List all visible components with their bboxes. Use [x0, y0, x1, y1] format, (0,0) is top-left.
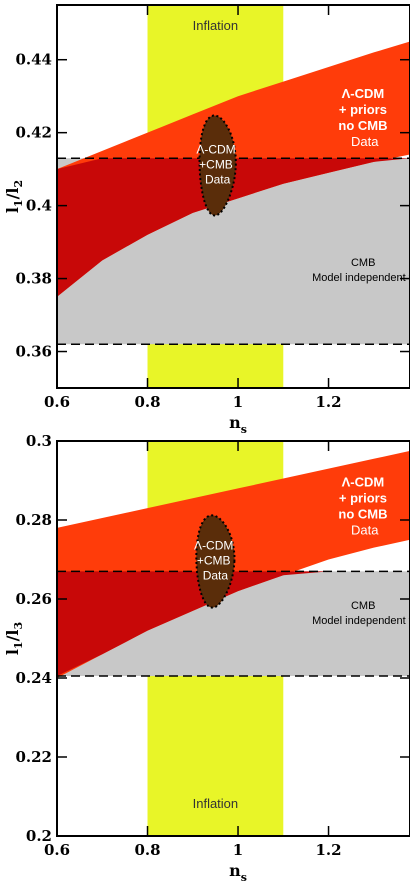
- x-tick-label: 1.2: [315, 393, 341, 411]
- x-axis-title: ns: [229, 413, 247, 436]
- combined-label-line-3: Data: [203, 568, 229, 582]
- lcdm-label-line-1: Λ-CDM: [342, 474, 385, 489]
- cmb-label-line-2: Model independent fit: [312, 615, 410, 627]
- x-axis-title-sub: s: [241, 871, 247, 884]
- x-tick-label: 1: [233, 393, 243, 411]
- plot-frame: [56, 440, 410, 837]
- y-tick-label: 0.3: [26, 432, 52, 450]
- combined-label: Λ-CDM +CMB Data: [194, 538, 237, 582]
- lcdm-label-line-2: + priors: [339, 102, 387, 117]
- y-tick-label: 0.44: [15, 51, 52, 69]
- combined-label-line-2: +CMB: [197, 553, 231, 567]
- combined-contour: [198, 114, 237, 217]
- combined-label-line-1: Λ-CDM: [196, 142, 235, 156]
- y-tick-label: 0.4: [26, 197, 52, 215]
- y-tick-label: 0.36: [15, 343, 52, 361]
- y-tick-label: 0.42: [15, 124, 52, 142]
- cmb-label-line-2: Model independent fit: [312, 272, 410, 284]
- x-ticks: 0.6 0.8 1 1.2: [44, 441, 342, 859]
- x-tick-label: 0.6: [44, 393, 70, 411]
- combined-contour: [195, 514, 236, 609]
- lcdm-label-line-1: Λ-CDM: [342, 86, 385, 101]
- y-ticks: 0.36 0.38 0.4 0.42 0.44: [15, 51, 410, 361]
- y-axis-title: l1/l3: [3, 622, 25, 655]
- x-tick-label: 0.8: [134, 841, 160, 859]
- x-tick-label: 1: [233, 841, 243, 859]
- combined-label-line-3: Data: [205, 172, 231, 186]
- lcdm-label: Λ-CDM + priors no CMB Data: [338, 474, 391, 537]
- cmb-label-line-1: CMB: [351, 600, 375, 612]
- inflation-label: Inflation: [193, 18, 239, 33]
- panel-bottom: 0.6 0.8 1 1.2 0.2 0.22 0.24 0.26 0.28 0.3 Inflat…: [3, 432, 410, 884]
- x-tick-label: 0.8: [134, 393, 160, 411]
- combined-label: Λ-CDM +CMB Data: [196, 142, 239, 186]
- cmb-label: CMB Model independent fit: [312, 600, 410, 627]
- y-tick-label: 0.26: [15, 590, 52, 608]
- y-ticks: 0.2 0.22 0.24 0.26 0.28 0.3: [15, 432, 410, 845]
- lcdm-label-line-3: no CMB: [338, 118, 387, 133]
- panel-top: 0.6 0.8 1 1.2 0.36 0.38 0.4 0.42 0.44 Inflation…: [3, 4, 410, 436]
- combined-label-line-2: +CMB: [199, 157, 233, 171]
- x-tick-label: 1.2: [315, 841, 341, 859]
- y-tick-label: 0.22: [15, 748, 52, 766]
- x-tick-label: 0.6: [44, 841, 70, 859]
- y-tick-label: 0.38: [15, 270, 52, 288]
- inflation-label: Inflation: [193, 796, 239, 811]
- y-tick-label: 0.24: [15, 669, 52, 687]
- y-tick-label: 0.2: [26, 827, 52, 845]
- cmb-label-line-1: CMB: [351, 257, 375, 269]
- lcdm-label-line-4: Data: [351, 134, 379, 149]
- y-axis-title: l1/l2: [3, 180, 25, 213]
- lcdm-cmb-overlap: [57, 571, 410, 677]
- y-tick-label: 0.28: [15, 511, 52, 529]
- cmb-label: CMB Model independent fit: [312, 257, 410, 284]
- x-axis-title-sub: s: [241, 423, 247, 436]
- combined-label-line-1: Λ-CDM: [194, 538, 233, 552]
- x-axis-title: ns: [229, 861, 247, 884]
- lcdm-label-line-2: + priors: [339, 490, 387, 505]
- plot-frame: [56, 4, 410, 389]
- x-ticks: 0.6 0.8 1 1.2: [44, 5, 342, 411]
- lcdm-label: Λ-CDM + priors no CMB Data: [338, 86, 391, 149]
- lcdm-cmb-overlap: [57, 158, 410, 297]
- lcdm-label-line-4: Data: [351, 522, 379, 537]
- lcdm-label-line-3: no CMB: [338, 506, 387, 521]
